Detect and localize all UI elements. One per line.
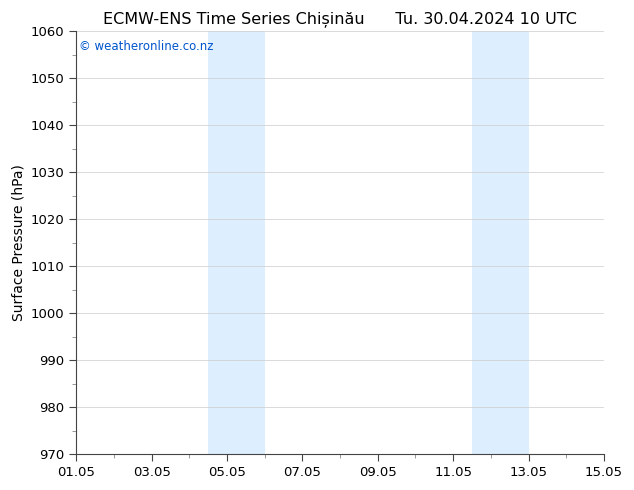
Text: © weatheronline.co.nz: © weatheronline.co.nz	[79, 40, 214, 53]
Bar	[472, 31, 529, 454]
Title: ECMW-ENS Time Series Chișinău      Tu. 30.04.2024 10 UTC: ECMW-ENS Time Series Chișinău Tu. 30.04.…	[103, 11, 577, 27]
Y-axis label: Surface Pressure (hPa): Surface Pressure (hPa)	[11, 164, 25, 321]
Bar	[208, 31, 264, 454]
